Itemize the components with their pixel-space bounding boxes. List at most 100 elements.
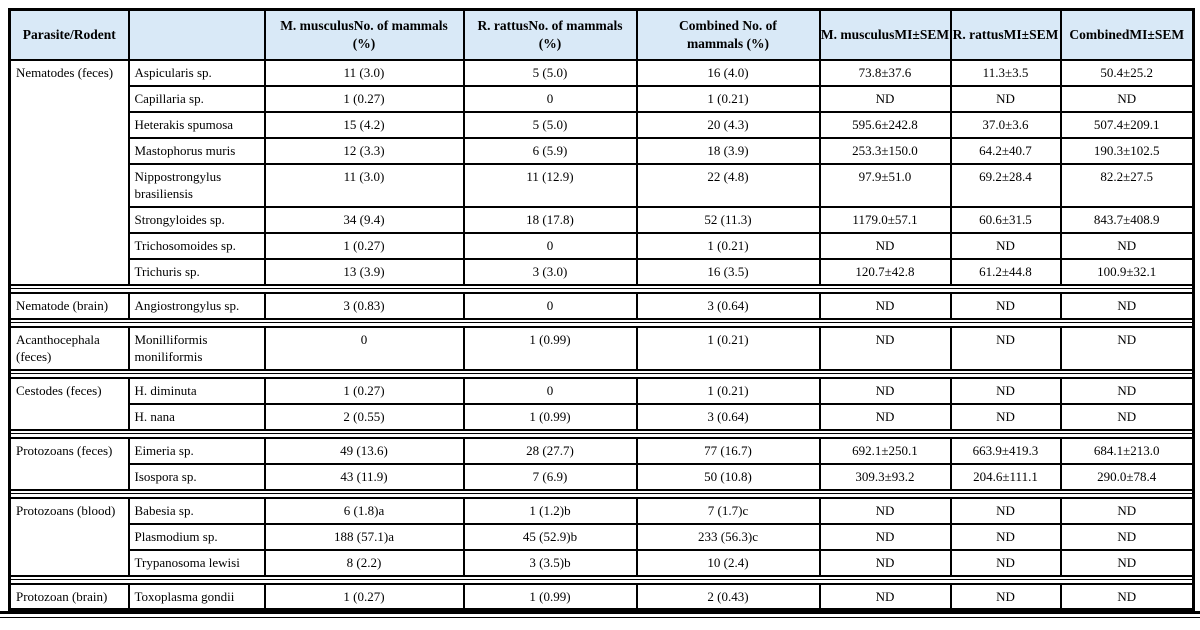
value-cell: ND bbox=[949, 231, 1062, 260]
value-cell: 253.3±150.0 bbox=[818, 137, 952, 165]
value-cell: 290.0±78.4 bbox=[1059, 462, 1195, 491]
value-cell: 5 (5.0) bbox=[462, 59, 638, 87]
value-cell: 3 (3.0) bbox=[462, 257, 638, 286]
value-cell: 97.9±51.0 bbox=[818, 163, 952, 208]
group-separator bbox=[8, 368, 1195, 379]
value-cell: 188 (57.1)a bbox=[263, 522, 465, 551]
table-header: Parasite/Rodent M. musculusNo. of mammal… bbox=[8, 8, 1195, 61]
table-row: Plasmodium sp. 188 (57.1)a 45 (52.9)b 233 (… bbox=[10, 522, 1195, 551]
value-cell: ND bbox=[949, 496, 1062, 525]
value-cell: ND bbox=[1059, 376, 1195, 405]
value-cell: 13 (3.9) bbox=[263, 257, 465, 286]
value-cell: ND bbox=[818, 85, 952, 113]
value-cell: 1 (0.21) bbox=[635, 85, 821, 113]
value-cell: 3 (0.64) bbox=[635, 291, 821, 320]
value-cell: 28 (27.7) bbox=[462, 436, 638, 465]
table-row: Nippostrongylus brasiliensis 11 (3.0) 11 (… bbox=[10, 163, 1195, 208]
value-cell: 1 (0.27) bbox=[263, 85, 465, 113]
table-row: Trichuris sp. 13 (3.9) 3 (3.0) 16 (3.5) 120.… bbox=[10, 257, 1195, 286]
value-cell: 11 (3.0) bbox=[263, 163, 465, 208]
table-row: Mastophorus muris 12 (3.3) 6 (5.9) 18 (3.9)… bbox=[10, 137, 1195, 165]
group-label: Protozoans (feces) bbox=[8, 436, 130, 491]
table-row: Protozoan (brain) Toxoplasma gondii 1 (0.2… bbox=[8, 582, 1195, 611]
value-cell: 120.7±42.8 bbox=[818, 257, 952, 286]
table-row: Protozoans (blood) Babesia sp. 6 (1.8)a 1 (… bbox=[8, 496, 1195, 577]
value-cell: 1 (0.99) bbox=[462, 582, 638, 611]
value-cell: 100.9±32.1 bbox=[1059, 257, 1195, 286]
species-cell: Strongyloides sp. bbox=[127, 205, 266, 234]
group-label: Protozoan (brain) bbox=[8, 582, 130, 611]
group-separator bbox=[8, 428, 1195, 439]
value-cell: ND bbox=[949, 85, 1062, 113]
species-cell: Trypanosoma lewisi bbox=[127, 548, 266, 577]
value-cell: 69.2±28.4 bbox=[949, 163, 1062, 208]
group-separator-line bbox=[8, 428, 1195, 439]
species-cell: H. nana bbox=[127, 402, 266, 431]
species-cell: Heterakis spumosa bbox=[127, 111, 266, 139]
species-cell: Babesia sp. bbox=[127, 496, 266, 525]
table-row: Nematode (brain) Angiostrongylus sp. 3 (0.… bbox=[8, 291, 1195, 320]
species-cell: Angiostrongylus sp. bbox=[127, 291, 266, 320]
value-cell: ND bbox=[818, 582, 952, 611]
column-header-m-musculus-mi: M. musculusMI±SEM bbox=[818, 8, 952, 61]
column-header-m-musculus-count: M. musculusNo. of mammals (%) bbox=[263, 8, 465, 61]
value-cell: 684.1±213.0 bbox=[1059, 436, 1195, 465]
table-row: Acanthocephala (feces) Monilliformis moni… bbox=[8, 325, 1195, 371]
value-cell: 7 (1.7)c bbox=[635, 496, 821, 525]
group-label: Acanthocephala (feces) bbox=[8, 325, 130, 371]
group-separator-line bbox=[8, 488, 1195, 499]
value-cell: 2 (0.43) bbox=[635, 582, 821, 611]
table-row: H. nana 2 (0.55) 1 (0.99) 3 (0.64) ND ND ND bbox=[10, 402, 1195, 431]
table-row: Protozoans (feces) Eimeria sp. 49 (13.6) 28… bbox=[8, 436, 1195, 491]
value-cell: 0 bbox=[462, 376, 638, 405]
value-cell: ND bbox=[1059, 291, 1195, 320]
column-header-combined-count: Combined No. of mammals (%) bbox=[635, 8, 821, 61]
value-cell: 52 (11.3) bbox=[635, 205, 821, 234]
value-cell: 11 (3.0) bbox=[263, 59, 465, 87]
value-cell: 16 (4.0) bbox=[635, 59, 821, 87]
value-cell: ND bbox=[949, 325, 1062, 371]
value-cell: 77 (16.7) bbox=[635, 436, 821, 465]
value-cell: 11 (12.9) bbox=[462, 163, 638, 208]
header-row: Parasite/Rodent M. musculusNo. of mammal… bbox=[8, 8, 1195, 61]
value-cell: 595.6±242.8 bbox=[818, 111, 952, 139]
value-cell: 50 (10.8) bbox=[635, 462, 821, 491]
table-row: Capillaria sp. 1 (0.27) 0 1 (0.21) ND ND ND bbox=[10, 85, 1195, 113]
table-container: Parasite/Rodent M. musculusNo. of mammal… bbox=[8, 8, 1195, 612]
column-header-parasite-rodent: Parasite/Rodent bbox=[8, 8, 130, 61]
value-cell: 1 (0.27) bbox=[263, 376, 465, 405]
value-cell: 3 (3.5)b bbox=[462, 548, 638, 577]
value-cell: 11.3±3.5 bbox=[949, 59, 1062, 87]
value-cell: ND bbox=[949, 291, 1062, 320]
group-separator-line bbox=[8, 283, 1195, 294]
value-cell: 3 (0.83) bbox=[263, 291, 465, 320]
value-cell: 0 bbox=[263, 325, 465, 371]
species-cell: Aspicularis sp. bbox=[127, 59, 266, 87]
group-separator bbox=[8, 283, 1195, 294]
group-label: Protozoans (blood) bbox=[8, 496, 130, 577]
value-cell: 1 (0.27) bbox=[263, 582, 465, 611]
value-cell: 1 (0.27) bbox=[263, 231, 465, 260]
value-cell: 10 (2.4) bbox=[635, 548, 821, 577]
value-cell: 6 (1.8)a bbox=[263, 496, 465, 525]
value-cell: 1 (1.2)b bbox=[462, 496, 638, 525]
value-cell: ND bbox=[1059, 402, 1195, 431]
species-cell: Mastophorus muris bbox=[127, 137, 266, 165]
group-separator bbox=[8, 317, 1195, 328]
bottom-double-rule bbox=[0, 611, 1200, 619]
value-cell: ND bbox=[1059, 548, 1195, 577]
value-cell: 18 (17.8) bbox=[462, 205, 638, 234]
table-row: Strongyloides sp. 34 (9.4) 18 (17.8) 52 (11… bbox=[10, 205, 1195, 234]
table-row: Nematodes (feces) Aspicularis sp. 11 (3.0)… bbox=[8, 59, 1195, 286]
value-cell: ND bbox=[818, 522, 952, 551]
species-cell: Trichuris sp. bbox=[127, 257, 266, 286]
species-cell: Isospora sp. bbox=[127, 462, 266, 491]
value-cell: 309.3±93.2 bbox=[818, 462, 952, 491]
value-cell: 37.0±3.6 bbox=[949, 111, 1062, 139]
group-separator-line bbox=[8, 368, 1195, 379]
value-cell: 2 (0.55) bbox=[263, 402, 465, 431]
table-row: Heterakis spumosa 15 (4.2) 5 (5.0) 20 (4.3)… bbox=[10, 111, 1195, 139]
species-cell: Capillaria sp. bbox=[127, 85, 266, 113]
value-cell: 60.6±31.5 bbox=[949, 205, 1062, 234]
species-cell: Eimeria sp. bbox=[127, 436, 266, 465]
